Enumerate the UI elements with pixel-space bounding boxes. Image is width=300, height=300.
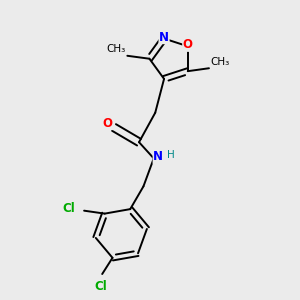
Text: H: H	[167, 150, 175, 161]
Text: Cl: Cl	[94, 280, 107, 293]
Text: N: N	[153, 150, 163, 164]
Text: N: N	[159, 31, 169, 44]
Text: Cl: Cl	[62, 202, 75, 215]
Text: CH₃: CH₃	[106, 44, 126, 54]
Text: CH₃: CH₃	[210, 57, 230, 67]
Text: O: O	[103, 117, 112, 130]
Text: O: O	[183, 38, 193, 51]
